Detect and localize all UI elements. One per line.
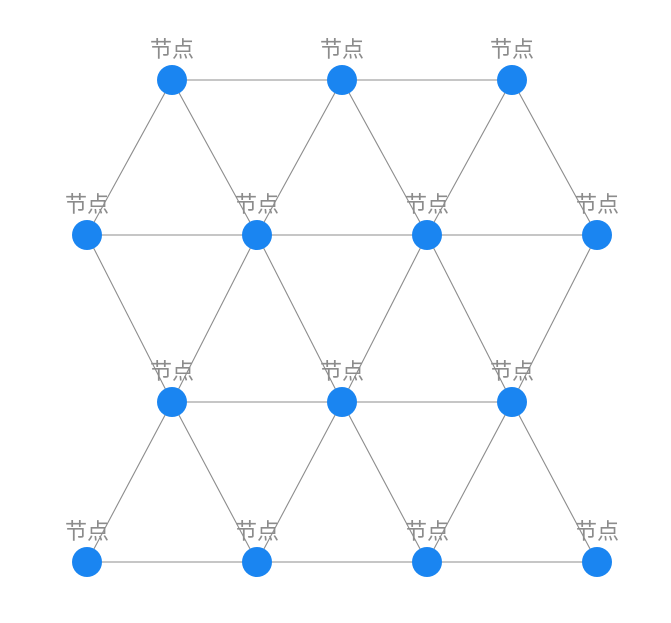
node-circle[interactable] xyxy=(242,220,272,250)
edge-n1-n5 xyxy=(171,79,258,236)
node-n9[interactable]: 节点 xyxy=(320,360,364,417)
node-label: 节点 xyxy=(65,193,109,218)
node-circle[interactable] xyxy=(72,220,102,250)
node-label: 节点 xyxy=(150,360,194,385)
edge-n7-n10 xyxy=(511,234,598,403)
edge-n9-n13 xyxy=(341,401,428,563)
node-n5[interactable]: 节点 xyxy=(235,193,279,250)
node-circle[interactable] xyxy=(157,387,187,417)
node-n4[interactable]: 节点 xyxy=(65,193,109,250)
node-label: 节点 xyxy=(320,360,364,385)
edge-n5-n8 xyxy=(171,234,258,403)
edge-n10-n14 xyxy=(511,401,598,563)
node-label: 节点 xyxy=(320,38,364,63)
node-label: 节点 xyxy=(575,520,619,545)
node-circle[interactable] xyxy=(412,220,442,250)
edge-n3-n7 xyxy=(511,79,598,236)
node-circle[interactable] xyxy=(582,547,612,577)
node-n7[interactable]: 节点 xyxy=(575,193,619,250)
edge-n2-n5 xyxy=(256,79,343,236)
node-label: 节点 xyxy=(65,520,109,545)
edge-n5-n9 xyxy=(256,234,343,403)
edge-n9-n12 xyxy=(256,401,343,563)
node-n6[interactable]: 节点 xyxy=(405,193,449,250)
node-n1[interactable]: 节点 xyxy=(150,38,194,95)
node-label: 节点 xyxy=(575,193,619,218)
node-label: 节点 xyxy=(405,193,449,218)
node-label: 节点 xyxy=(235,193,279,218)
edge-n8-n12 xyxy=(171,401,258,563)
node-circle[interactable] xyxy=(72,547,102,577)
node-circle[interactable] xyxy=(327,65,357,95)
edge-n4-n8 xyxy=(86,234,173,403)
node-n3[interactable]: 节点 xyxy=(490,38,534,95)
node-circle[interactable] xyxy=(497,65,527,95)
node-label: 节点 xyxy=(405,520,449,545)
node-label: 节点 xyxy=(150,38,194,63)
node-circle[interactable] xyxy=(242,547,272,577)
edges-layer xyxy=(86,79,598,563)
edge-n1-n4 xyxy=(86,79,173,236)
node-circle[interactable] xyxy=(582,220,612,250)
node-circle[interactable] xyxy=(157,65,187,95)
node-n10[interactable]: 节点 xyxy=(490,360,534,417)
edge-n3-n6 xyxy=(426,79,513,236)
node-label: 节点 xyxy=(490,38,534,63)
edge-n10-n13 xyxy=(426,401,513,563)
node-circle[interactable] xyxy=(327,387,357,417)
edge-n6-n10 xyxy=(426,234,513,403)
node-label: 节点 xyxy=(235,520,279,545)
node-label: 节点 xyxy=(490,360,534,385)
node-n11[interactable]: 节点 xyxy=(65,520,109,577)
node-n12[interactable]: 节点 xyxy=(235,520,279,577)
node-n13[interactable]: 节点 xyxy=(405,520,449,577)
edge-n2-n6 xyxy=(341,79,428,236)
node-n14[interactable]: 节点 xyxy=(575,520,619,577)
node-n8[interactable]: 节点 xyxy=(150,360,194,417)
edge-n8-n11 xyxy=(86,401,173,563)
node-n2[interactable]: 节点 xyxy=(320,38,364,95)
node-circle[interactable] xyxy=(497,387,527,417)
edge-n6-n9 xyxy=(341,234,428,403)
node-circle[interactable] xyxy=(412,547,442,577)
